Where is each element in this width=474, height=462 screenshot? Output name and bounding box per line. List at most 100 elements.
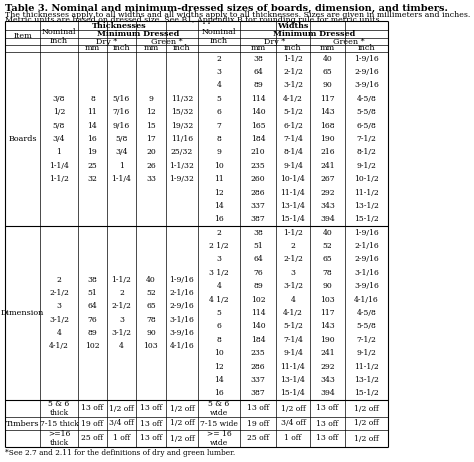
Text: 143: 143	[320, 108, 335, 116]
Text: 15-1/2: 15-1/2	[354, 215, 379, 223]
Text: inch: inch	[113, 44, 130, 53]
Text: 3-9/16: 3-9/16	[170, 329, 194, 337]
Text: 4 1/2: 4 1/2	[209, 296, 229, 304]
Text: 3: 3	[217, 68, 221, 76]
Text: 25 off: 25 off	[82, 434, 103, 443]
Text: 65: 65	[146, 302, 156, 310]
Text: 90: 90	[323, 282, 332, 290]
Text: 2-1/2: 2-1/2	[111, 302, 131, 310]
Text: 9: 9	[217, 148, 221, 156]
Text: 387: 387	[251, 215, 265, 223]
Text: 5 & 6
thick: 5 & 6 thick	[48, 400, 70, 417]
Text: 114: 114	[251, 309, 265, 317]
Text: 19 off: 19 off	[82, 419, 103, 427]
Text: 5-5/8: 5-5/8	[356, 108, 376, 116]
Text: 1-1/2: 1-1/2	[49, 175, 69, 183]
Text: 76: 76	[253, 269, 263, 277]
Text: 3/4: 3/4	[115, 148, 128, 156]
Text: 1 off: 1 off	[113, 434, 130, 443]
Text: 1-1/2: 1-1/2	[283, 55, 303, 63]
Text: 2-1/2: 2-1/2	[49, 289, 69, 297]
Text: 9-1/2: 9-1/2	[356, 349, 376, 357]
Text: 9-1/4: 9-1/4	[283, 349, 303, 357]
Text: 90: 90	[146, 329, 156, 337]
Text: 3-9/16: 3-9/16	[354, 81, 379, 90]
Text: Dry *: Dry *	[264, 37, 286, 45]
Text: 1-1/2: 1-1/2	[283, 229, 303, 237]
Text: 4-1/16: 4-1/16	[354, 296, 379, 304]
Text: Metric units are based on dressed size. See B1, Appendix B for rounding rule for: Metric units are based on dressed size. …	[5, 16, 382, 24]
Text: 7-1/4: 7-1/4	[283, 135, 303, 143]
Text: 5/16: 5/16	[113, 95, 130, 103]
Text: 184: 184	[251, 135, 265, 143]
Text: 8: 8	[90, 95, 95, 103]
Text: 64: 64	[253, 68, 263, 76]
Text: 16: 16	[88, 135, 97, 143]
Text: Minimum Dressed: Minimum Dressed	[97, 30, 179, 38]
Text: 12: 12	[214, 363, 224, 371]
Text: 3-1/16: 3-1/16	[170, 316, 194, 324]
Text: 4-1/2: 4-1/2	[49, 342, 69, 351]
Text: 4: 4	[217, 81, 221, 90]
Text: mm: mm	[250, 44, 265, 53]
Text: 16: 16	[214, 215, 224, 223]
Text: 140: 140	[251, 108, 265, 116]
Text: Table 3. Nominal and minimum-dressed sizes of boards, dimension, and timbers.: Table 3. Nominal and minimum-dressed siz…	[5, 4, 448, 13]
Text: 13 off: 13 off	[140, 419, 162, 427]
Text: 19: 19	[88, 148, 97, 156]
Text: 3-9/16: 3-9/16	[354, 282, 379, 290]
Text: 7-1/4: 7-1/4	[283, 336, 303, 344]
Text: 7-15 thick: 7-15 thick	[40, 419, 78, 427]
Text: 343: 343	[320, 202, 335, 210]
Text: 5 & 6
wide: 5 & 6 wide	[209, 400, 229, 417]
Text: 5/8: 5/8	[115, 135, 128, 143]
Text: 190: 190	[320, 336, 335, 344]
Text: 343: 343	[320, 376, 335, 384]
Text: 184: 184	[251, 336, 265, 344]
Text: inch: inch	[284, 44, 302, 53]
Text: 12: 12	[214, 188, 224, 196]
Text: 7: 7	[217, 122, 221, 130]
Text: 65: 65	[323, 255, 332, 263]
Text: 7-15 wide: 7-15 wide	[200, 419, 238, 427]
Text: 3: 3	[56, 302, 62, 310]
Text: 52: 52	[323, 242, 332, 250]
Text: 286: 286	[251, 363, 265, 371]
Text: 241: 241	[320, 162, 335, 170]
Text: 8-1/4: 8-1/4	[283, 148, 303, 156]
Text: 10-1/4: 10-1/4	[281, 175, 305, 183]
Text: 12: 12	[146, 108, 156, 116]
Text: 11-1/4: 11-1/4	[281, 188, 305, 196]
Text: 10: 10	[214, 162, 224, 170]
Text: 13 off: 13 off	[316, 405, 338, 413]
Text: 7-1/2: 7-1/2	[356, 135, 376, 143]
Text: Minimum Dressed: Minimum Dressed	[273, 30, 355, 38]
Text: 3-1/2: 3-1/2	[49, 316, 69, 324]
Text: 11-1/2: 11-1/2	[354, 363, 379, 371]
Text: 260: 260	[251, 175, 265, 183]
Text: 11: 11	[214, 175, 224, 183]
Text: 210: 210	[251, 148, 265, 156]
Text: 52: 52	[146, 289, 156, 297]
Text: 89: 89	[253, 282, 263, 290]
Text: 114: 114	[251, 95, 265, 103]
Text: Boards: Boards	[8, 135, 37, 143]
Text: 13-1/4: 13-1/4	[281, 376, 305, 384]
Text: 1/2 off: 1/2 off	[281, 405, 305, 413]
Text: 102: 102	[85, 342, 100, 351]
Text: 13 off: 13 off	[140, 405, 162, 413]
Text: Widths: Widths	[277, 22, 309, 30]
Text: 2-9/16: 2-9/16	[170, 302, 194, 310]
Text: 78: 78	[146, 316, 156, 324]
Text: 103: 103	[144, 342, 158, 351]
Text: inch: inch	[173, 44, 191, 53]
Text: 3-1/2: 3-1/2	[283, 282, 303, 290]
Text: >=16
thick: >=16 thick	[48, 430, 70, 447]
Text: 5-5/8: 5-5/8	[356, 322, 376, 330]
Text: 1-1/4: 1-1/4	[49, 162, 69, 170]
Text: Timbers: Timbers	[6, 419, 39, 427]
Text: 3-1/2: 3-1/2	[283, 81, 303, 90]
Text: 3/4 off: 3/4 off	[109, 419, 134, 427]
Text: 9-1/4: 9-1/4	[283, 162, 303, 170]
Text: 4-1/2: 4-1/2	[283, 95, 303, 103]
